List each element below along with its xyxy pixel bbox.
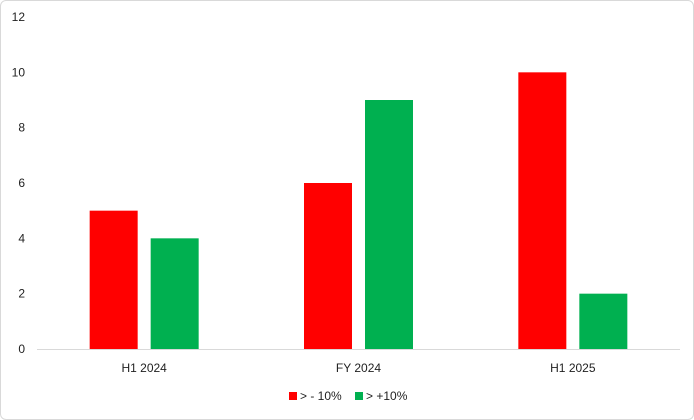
bars: [89, 72, 628, 349]
y-tick-label: 0: [18, 342, 25, 356]
bar-h1-2025-series-1: [518, 72, 567, 349]
x-tick-label: H1 2025: [550, 361, 596, 375]
legend-swatch: [289, 392, 297, 400]
x-tick-label: FY 2024: [336, 361, 381, 375]
y-tick-label: 12: [12, 10, 26, 24]
y-tick-label: 6: [18, 176, 25, 190]
y-axis-ticks: 0 2 4 6 8 10 12: [12, 10, 26, 356]
legend-label: > +10%: [366, 389, 408, 403]
y-tick-label: 2: [18, 287, 25, 301]
bar-fy-2024-series-1: [304, 183, 352, 349]
bar-h1-2024-series-2: [150, 238, 199, 349]
y-tick-label: 4: [18, 231, 25, 245]
legend: > - 10% > +10%: [289, 389, 408, 403]
y-tick-label: 10: [12, 65, 26, 79]
x-tick-label: H1 2024: [121, 361, 167, 375]
bar-h1-2024-series-1: [89, 210, 138, 349]
x-axis-ticks: H1 2024 FY 2024 H1 2025: [121, 361, 595, 375]
bar-h1-2025-series-2: [579, 293, 628, 349]
legend-label: > - 10%: [300, 389, 342, 403]
y-tick-label: 8: [18, 121, 25, 135]
bar-fy-2024-series-2: [365, 100, 413, 349]
legend-swatch: [355, 392, 363, 400]
